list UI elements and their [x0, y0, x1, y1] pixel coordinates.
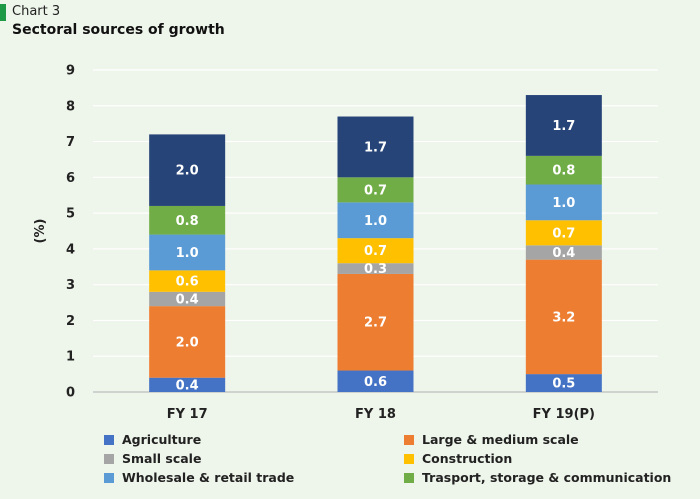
- legend-item: Agriculture: [104, 432, 201, 447]
- y-tick-label: 4: [66, 242, 75, 257]
- data-label: 2.7: [364, 316, 387, 331]
- legend-item: Construction: [404, 451, 512, 466]
- legend-item: Trasport, storage & communication: [404, 470, 671, 485]
- legend-label: Wholesale & retail trade: [122, 470, 295, 485]
- bar-segment: [149, 234, 226, 271]
- bar-segment: [337, 238, 414, 264]
- legend-swatch: [104, 472, 114, 483]
- bar-segment: [149, 134, 226, 206]
- y-tick-label: 9: [66, 64, 75, 79]
- legend-item: Small scale: [104, 451, 201, 466]
- data-label: 1.7: [364, 140, 387, 155]
- bar-segment: [337, 116, 414, 178]
- data-label: 1.0: [176, 246, 199, 261]
- bar-segment: [337, 177, 414, 203]
- bar-segment: [525, 155, 602, 185]
- data-label: 0.6: [176, 275, 199, 290]
- data-label: 1.7: [552, 119, 575, 134]
- legend-item: Wholesale & retail trade: [104, 470, 294, 485]
- bar-segment: [149, 291, 226, 307]
- data-label: 3.2: [552, 310, 575, 325]
- data-label: 0.7: [364, 183, 387, 198]
- bar-segment: [525, 220, 602, 246]
- bar-segment: [525, 259, 602, 375]
- bar-segment: [337, 273, 414, 371]
- y-tick-label: 6: [66, 171, 75, 186]
- bar-segment: [525, 95, 602, 156]
- y-tick-label: 8: [66, 99, 75, 114]
- data-label: 0.7: [552, 226, 575, 241]
- legend-label: Construction: [422, 451, 513, 466]
- bar-segment: [337, 370, 414, 392]
- bar-segment: [149, 306, 226, 378]
- bar-segment: [149, 377, 226, 392]
- legend-label: Small scale: [122, 451, 202, 466]
- data-label: 0.4: [176, 378, 199, 393]
- chart-title: Sectoral sources of growth: [12, 22, 225, 38]
- y-tick-label: 0: [66, 386, 75, 401]
- chart-number: Chart 3: [12, 4, 61, 19]
- y-tick-label: 3: [66, 278, 75, 293]
- header-accent-bar: [0, 4, 6, 21]
- legend-swatch: [404, 472, 414, 483]
- data-label: 0.7: [364, 244, 387, 259]
- x-tick-label: FY 17: [167, 407, 208, 422]
- bar-segment: [337, 202, 414, 239]
- legend-label: Large & medium scale: [422, 432, 579, 447]
- data-label: 0.8: [552, 164, 575, 179]
- data-label: 0.4: [552, 246, 575, 261]
- legend-swatch: [404, 434, 414, 445]
- legend-swatch: [104, 453, 114, 464]
- y-tick-label: 7: [66, 135, 75, 150]
- x-tick-label: FY 19(P): [533, 407, 595, 422]
- data-label: 0.4: [176, 292, 199, 307]
- legend-label: Trasport, storage & communication: [422, 470, 672, 485]
- y-tick-label: 2: [66, 314, 75, 329]
- data-label: 1.0: [552, 196, 575, 211]
- data-label: 2.0: [176, 335, 199, 350]
- bar-segment: [525, 374, 602, 392]
- data-label: 0.5: [552, 377, 575, 392]
- y-tick-label: 5: [66, 207, 75, 222]
- legend-swatch: [404, 453, 414, 464]
- y-axis-label: (%): [33, 219, 48, 244]
- bar-segment: [149, 205, 226, 235]
- legend-item: Large & medium scale: [404, 432, 579, 447]
- y-tick-label: 1: [66, 350, 75, 365]
- data-label: 2.0: [176, 164, 199, 179]
- data-label: 0.3: [364, 262, 387, 277]
- data-label: 0.6: [364, 375, 387, 390]
- bar-segment: [149, 270, 226, 292]
- data-label: 1.0: [364, 214, 387, 229]
- x-tick-label: FY 18: [355, 407, 396, 422]
- legend-swatch: [104, 434, 114, 445]
- data-label: 0.8: [176, 214, 199, 229]
- bar-segment: [337, 263, 414, 274]
- legend-label: Agriculture: [122, 432, 202, 447]
- bar-segment: [525, 245, 602, 260]
- bar-segment: [525, 184, 602, 221]
